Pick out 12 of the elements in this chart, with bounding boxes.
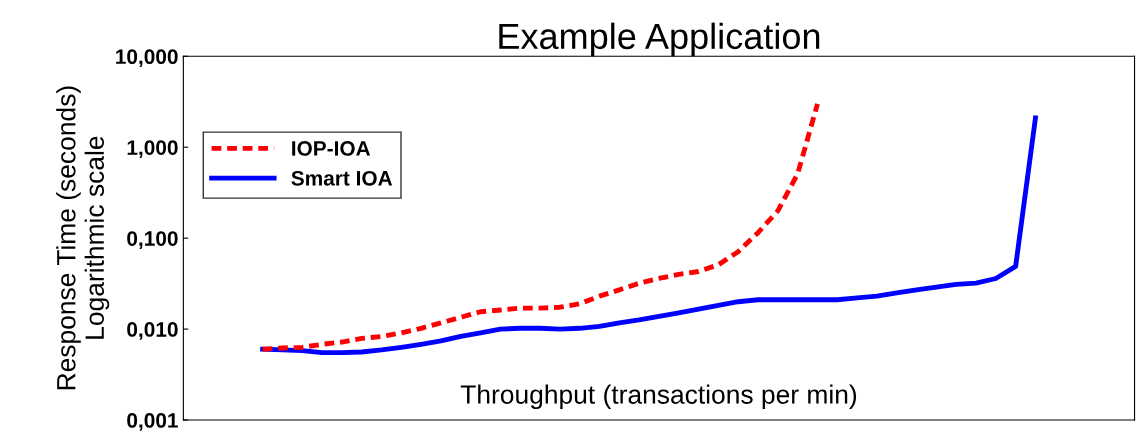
line-series xyxy=(260,115,1038,356)
chart-title: Example Application xyxy=(499,22,820,57)
y-tick-label: 0,010 xyxy=(127,322,178,340)
y-tick-label: 0,001 xyxy=(127,413,178,431)
line-series xyxy=(260,101,820,352)
legend-label: Smart IOA xyxy=(291,170,393,186)
y-axis-title: Response Time (seconds) Logarithmic scale xyxy=(56,86,110,390)
y-tick-label: 0,100 xyxy=(127,231,178,249)
y-tick-label: 10,000 xyxy=(116,49,178,68)
x-axis-title: Throughput (transactions per min) xyxy=(460,384,857,410)
y-tick-label: 1,000 xyxy=(127,140,178,158)
legend-label: IOP-IOA xyxy=(292,141,371,156)
